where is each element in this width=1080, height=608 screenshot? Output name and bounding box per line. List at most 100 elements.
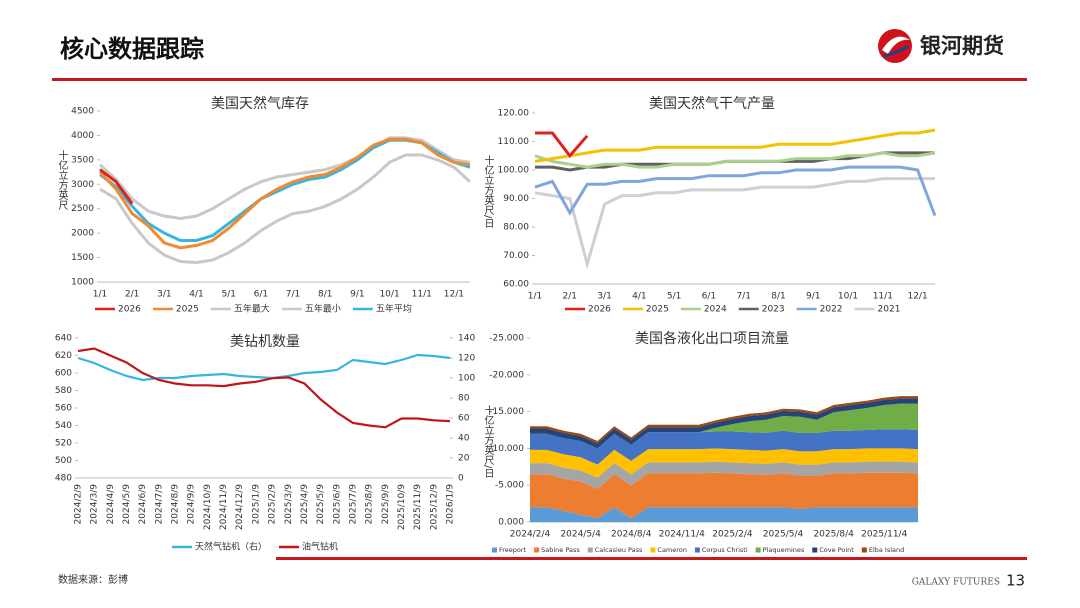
legend-label: 2025 <box>646 305 669 315</box>
y-tick-label: -5.000 <box>495 481 524 491</box>
series-area <box>530 448 918 478</box>
legend-label: 2025 <box>176 305 199 315</box>
legend-label: 五年最大 <box>234 303 270 315</box>
y-tick-label: 3500 <box>71 155 94 165</box>
y-tick-label: 560 <box>55 404 72 414</box>
x-tick-label: 2024/8/9 <box>171 484 181 525</box>
y-tick-label: -25.000 <box>489 334 524 344</box>
y-tick-label: 2000 <box>71 229 94 239</box>
legend-swatch <box>492 547 497 553</box>
brand-en: GALAXY FUTURES <box>912 578 1000 588</box>
legend-swatch <box>587 547 593 553</box>
x-tick-label: 12/1 <box>907 292 927 302</box>
series-line <box>99 168 134 205</box>
x-tick-label: 5/1 <box>667 292 681 302</box>
x-tick-label: 9/1 <box>350 290 364 300</box>
x-tick-label: 2024/7/9 <box>154 484 164 525</box>
y-axis-label: 十亿立方英尺/日 <box>482 404 494 479</box>
x-tick-label: 7/1 <box>736 292 750 302</box>
y-tick-label: -20.000 <box>489 370 524 380</box>
x-tick-label: 2024/2/9 <box>74 484 84 525</box>
x-tick-label: 1/1 <box>528 292 542 302</box>
x-tick-label: 2025/2/9 <box>268 484 278 525</box>
x-tick-label: 2024/3/9 <box>90 484 100 525</box>
y-tick-label: 4000 <box>71 131 94 141</box>
x-tick-label: 2025/8/4 <box>813 530 854 540</box>
x-tick-label: 4/1 <box>632 292 646 302</box>
y2-tick-label: 100 <box>458 374 475 384</box>
y-tick-label: 70.00 <box>503 251 529 261</box>
chart-title: 美国天然气库存 <box>211 95 309 112</box>
x-tick-label: 2025/8/9 <box>365 484 375 525</box>
y2-tick-label: 40 <box>458 434 470 444</box>
x-tick-label: 2024/9/9 <box>187 484 197 525</box>
legend-label: 2024 <box>704 305 727 315</box>
y-tick-label: 640 <box>55 334 72 344</box>
y-tick-label: 60.00 <box>503 280 529 290</box>
legend-label: 2022 <box>820 305 843 315</box>
series-line <box>98 137 471 250</box>
legend-label: Sabine Pass <box>541 546 580 554</box>
x-tick-label: 10/1 <box>379 290 399 300</box>
series-area <box>530 398 918 449</box>
x-tick-label: 3/1 <box>597 292 611 302</box>
x-tick-label: 3/1 <box>157 290 171 300</box>
y2-tick-label: 20 <box>458 454 470 464</box>
y-axis-label: 十亿立方英尺 <box>56 149 68 211</box>
x-tick-label: 6/1 <box>254 290 268 300</box>
x-tick-label: 2024/12/9 <box>235 484 245 530</box>
chart-title: 美钻机数量 <box>230 334 300 350</box>
series-line <box>77 347 451 429</box>
series-line <box>534 165 937 217</box>
series-area <box>530 396 918 444</box>
series-area <box>530 472 918 519</box>
x-tick-label: 2025/7/9 <box>348 484 358 525</box>
legend-label: Plaquemines <box>763 546 805 554</box>
x-tick-label: 11/1 <box>873 292 893 302</box>
chart-title: 美国天然气干气产量 <box>649 95 775 112</box>
series-line <box>534 128 936 163</box>
x-tick-label: 2/1 <box>125 290 139 300</box>
page-number: 13 <box>1006 572 1025 590</box>
x-tick-label: 2/1 <box>563 292 577 302</box>
legend-label: 2026 <box>118 305 141 315</box>
x-tick-label: 9/1 <box>806 292 820 302</box>
y-tick-label: 480 <box>55 474 72 484</box>
y-axis-label: 十亿立方英尺/日 <box>482 154 494 229</box>
x-tick-label: 2024/10/9 <box>203 484 213 530</box>
series-line <box>98 136 471 221</box>
y-tick-label: 500 <box>55 456 72 466</box>
x-tick-label: 2025/6/9 <box>332 484 342 525</box>
series-line <box>534 177 935 270</box>
y-tick-label: 100.00 <box>498 166 530 176</box>
series-line <box>99 153 472 265</box>
y-tick-label: -15.000 <box>489 407 524 417</box>
y-tick-label: 1500 <box>71 253 94 263</box>
x-tick-label: 2024/8/4 <box>611 530 652 540</box>
x-tick-label: 1/1 <box>93 290 107 300</box>
x-tick-label: 6/1 <box>702 292 716 302</box>
y2-tick-label: 120 <box>458 354 475 364</box>
legend-label: 2021 <box>878 305 901 315</box>
x-tick-label: 2024/5/4 <box>560 530 601 540</box>
x-tick-label: 2025/3/9 <box>284 484 294 525</box>
y-tick-label: 3000 <box>71 180 94 190</box>
legend-label: 油气钻机 <box>302 541 338 553</box>
y-tick-label: -10.000 <box>489 444 524 454</box>
y-tick-label: 80.00 <box>503 223 529 233</box>
legend-swatch <box>694 547 700 553</box>
x-tick-label: 2025/1/9 <box>251 484 261 525</box>
footer-rule <box>276 557 1027 560</box>
x-tick-label: 2024/11/4 <box>659 530 705 540</box>
x-tick-label: 2024/4/9 <box>106 484 116 525</box>
y-tick-label: 4500 <box>71 107 94 117</box>
brand-name: 银河期货 <box>920 34 1004 58</box>
legend-label: Calcasieu Pass <box>595 546 643 554</box>
legend-label: 2026 <box>588 305 611 315</box>
y-tick-label: 520 <box>55 439 72 449</box>
series-line <box>77 353 451 382</box>
x-tick-label: 2025/10/9 <box>397 484 407 530</box>
x-tick-label: 2024/11/9 <box>219 484 229 530</box>
x-tick-label: 2024/6/9 <box>138 484 148 525</box>
y2-tick-label: 0 <box>458 474 464 484</box>
